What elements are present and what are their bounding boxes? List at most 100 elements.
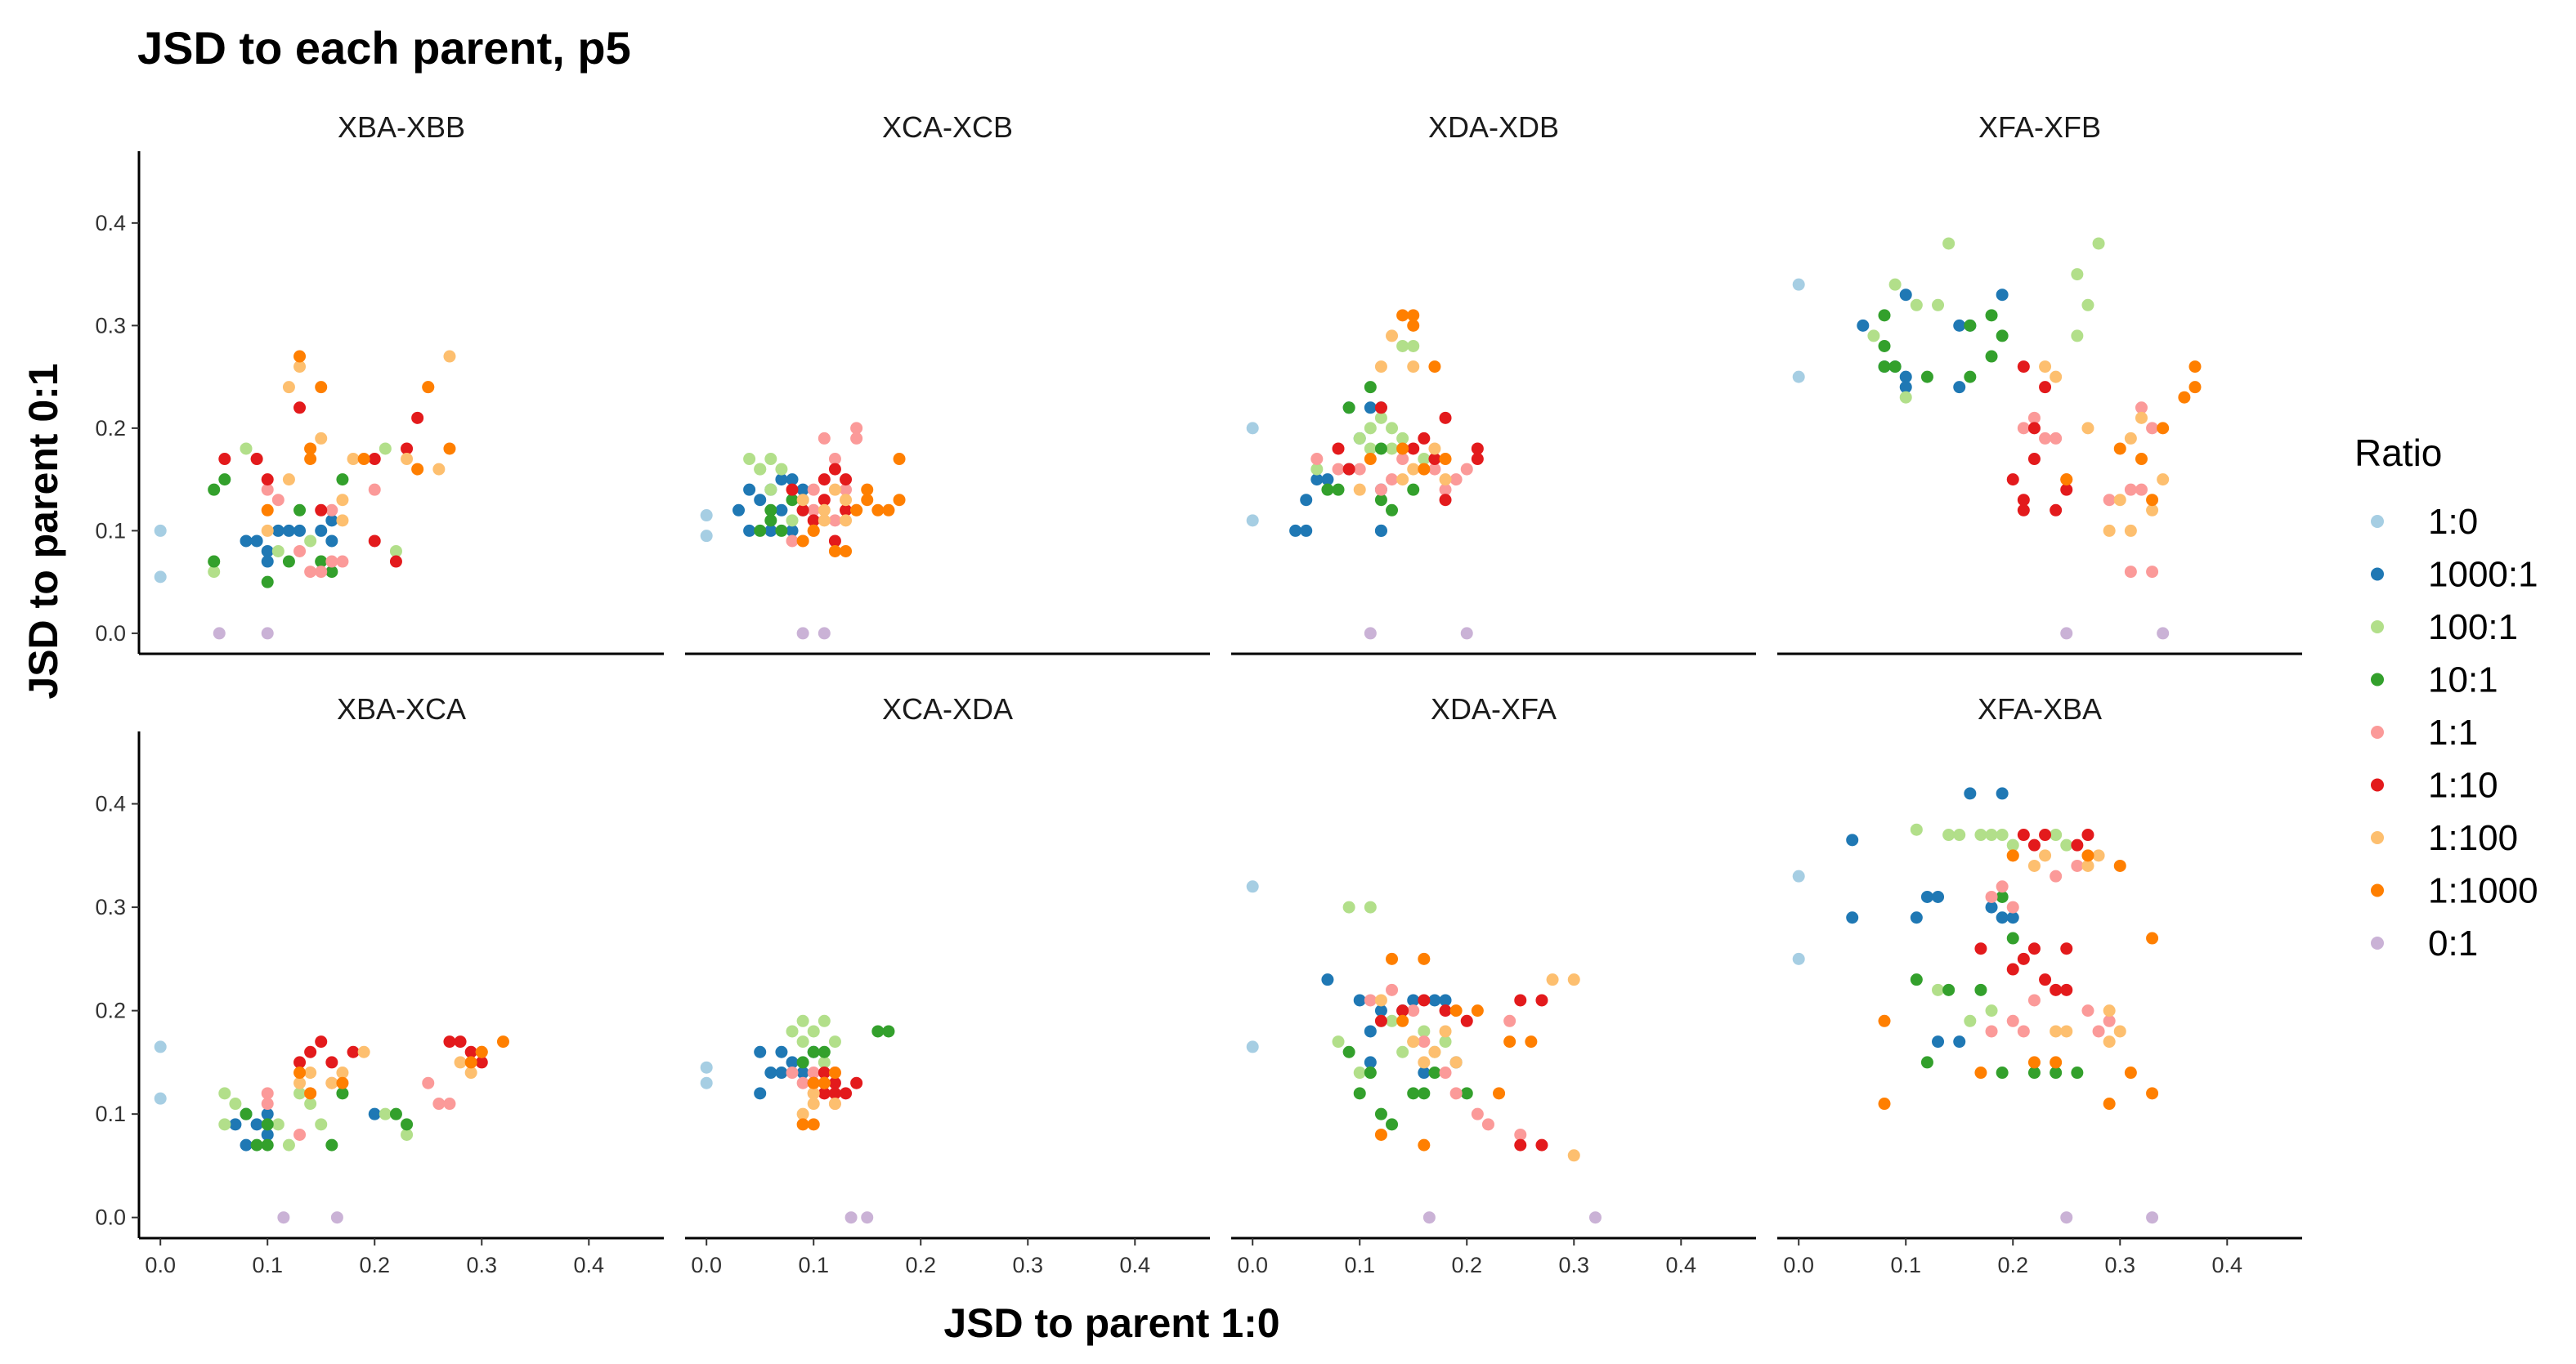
data-point <box>1449 1004 1463 1017</box>
x-tick-label: 0.0 <box>1783 1253 1814 1277</box>
data-point <box>229 1118 242 1131</box>
data-point <box>893 453 906 466</box>
data-point <box>828 1087 841 1100</box>
x-tick-label: 0.3 <box>466 1253 497 1277</box>
data-point <box>2124 566 2137 579</box>
data-point <box>786 483 799 496</box>
data-point <box>1396 1045 1409 1058</box>
data-point <box>1974 1067 1987 1080</box>
data-point <box>2050 432 2063 445</box>
data-point <box>325 555 338 568</box>
data-point <box>1974 983 1987 996</box>
data-point <box>154 570 167 584</box>
facet-panel: XFA-XBA 0.0 0.1 0.2 0.3 0.4 <box>1777 692 2302 1277</box>
data-point <box>2039 849 2052 862</box>
legend-entry-label: 10:1 <box>2428 660 2498 700</box>
data-point <box>818 1087 831 1100</box>
data-point <box>1374 994 1387 1007</box>
data-point <box>357 1045 370 1058</box>
data-point <box>882 503 895 517</box>
data-point <box>1364 381 1377 394</box>
data-point <box>454 1056 467 1069</box>
data-point <box>1396 1014 1409 1027</box>
data-point <box>2060 627 2073 640</box>
data-point <box>1964 370 1977 383</box>
data-point <box>828 1067 841 1080</box>
legend-entry-label: 0:1 <box>2428 923 2478 964</box>
data-point <box>315 1118 328 1131</box>
data-point <box>1567 973 1580 986</box>
data-point <box>807 1076 820 1089</box>
legend-key <box>2371 831 2384 844</box>
data-point <box>1310 463 1324 476</box>
data-point <box>796 494 809 507</box>
data-point <box>1535 994 1548 1007</box>
data-point <box>1407 1004 1420 1017</box>
data-point <box>850 1076 863 1089</box>
data-point <box>261 1087 274 1100</box>
legend-key <box>2371 937 2384 950</box>
facet-panel: XBA-XCA 0.0 0.1 0.2 0.3 0.4 0.0 0.1 0.2 0.3 0.4 <box>95 692 664 1277</box>
data-point <box>2157 422 2170 435</box>
data-point <box>336 473 349 486</box>
data-point <box>1418 432 1431 445</box>
y-tick-label: 0.4 <box>95 792 126 816</box>
data-point <box>1899 288 1912 302</box>
data-point <box>732 503 746 517</box>
data-point <box>2050 1056 2063 1069</box>
data-point <box>368 534 381 548</box>
data-point <box>1985 890 1998 903</box>
facet-panel: XCA-XDA 0.0 0.1 0.2 0.3 0.4 <box>685 692 1210 1277</box>
data-point <box>1246 514 1259 527</box>
data-point <box>828 514 841 527</box>
data-point <box>1846 911 1859 924</box>
data-point <box>871 503 885 517</box>
data-point <box>1396 339 1409 352</box>
data-point <box>2050 1025 2063 1038</box>
data-point <box>818 1076 831 1089</box>
data-point <box>2060 839 2073 852</box>
data-point <box>1289 524 1302 537</box>
data-point <box>293 360 307 373</box>
data-point <box>1460 1087 1473 1100</box>
data-point <box>818 473 831 486</box>
data-point <box>261 1118 274 1131</box>
y-tick-label: 0.1 <box>95 1102 126 1126</box>
data-point <box>807 503 820 517</box>
facet-strip-label: XFA-XFB <box>1978 110 2101 144</box>
data-point <box>1364 994 1377 1007</box>
data-point <box>411 463 424 476</box>
data-point <box>475 1045 488 1058</box>
data-point <box>271 494 284 507</box>
data-point <box>496 1035 509 1049</box>
data-point <box>1985 829 1998 842</box>
data-point <box>240 534 253 548</box>
data-point <box>325 514 338 527</box>
data-point <box>1953 319 1966 332</box>
data-point <box>464 1067 477 1080</box>
data-point <box>2017 494 2030 507</box>
data-point <box>840 514 853 527</box>
data-point <box>293 350 307 363</box>
legend-entry-label: 1:1000 <box>2428 871 2538 911</box>
data-point <box>304 1098 317 1111</box>
data-point <box>293 524 307 537</box>
data-point <box>754 494 767 507</box>
data-point <box>315 503 328 517</box>
data-point <box>401 1128 414 1141</box>
data-point <box>1439 473 1452 486</box>
data-point <box>315 1035 328 1049</box>
facet-panel: XFA-XFB <box>1777 110 2302 655</box>
data-point <box>807 483 820 496</box>
data-point <box>764 524 777 537</box>
data-point <box>1867 329 1880 342</box>
x-tick-label: 0.4 <box>1666 1253 1697 1277</box>
data-point <box>1932 1035 1945 1049</box>
data-point <box>293 1076 307 1089</box>
data-point <box>775 524 788 537</box>
facet-strip-label: XBA-XBB <box>338 110 465 144</box>
data-point <box>1342 1045 1355 1058</box>
data-point <box>818 1014 831 1027</box>
data-point <box>796 1056 809 1069</box>
chart-title: JSD to each parent, p5 <box>137 22 631 74</box>
